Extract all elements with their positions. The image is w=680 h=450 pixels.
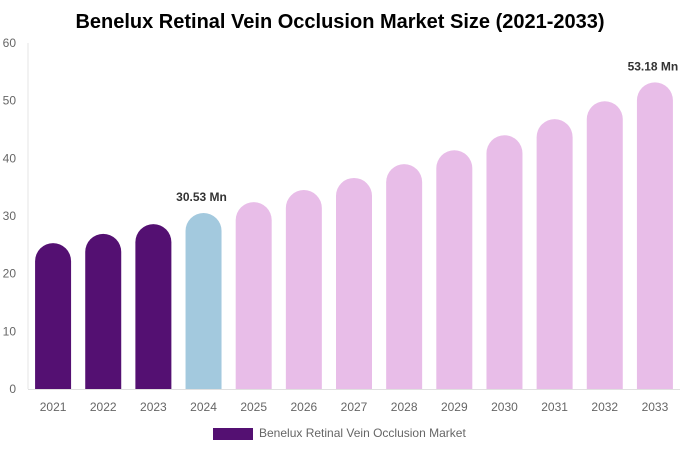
x-tick-label: 2027 — [341, 400, 368, 414]
x-tick-label: 2032 — [591, 400, 618, 414]
bar-2029[interactable] — [436, 150, 473, 389]
bar-2022[interactable] — [85, 233, 122, 389]
y-tick-label: 60 — [3, 36, 17, 50]
data-label: 30.53 Mn — [176, 190, 227, 204]
chart-title: Benelux Retinal Vein Occlusion Market Si… — [75, 11, 604, 33]
bar-2031[interactable] — [536, 119, 573, 389]
x-tick-label: 2031 — [541, 400, 568, 414]
y-tick-label: 10 — [3, 324, 17, 338]
bar-2024[interactable] — [185, 212, 222, 389]
bar-2026[interactable] — [285, 190, 322, 389]
y-tick-label: 50 — [3, 94, 17, 108]
y-tick-label: 0 — [9, 382, 16, 396]
x-tick-label: 2026 — [290, 400, 317, 414]
legend-label: Benelux Retinal Vein Occlusion Market — [259, 426, 466, 440]
x-tick-label: 2022 — [90, 400, 117, 414]
bar-2032[interactable] — [586, 101, 623, 389]
data-label: 53.18 Mn — [628, 59, 679, 73]
legend-swatch — [213, 428, 253, 440]
bar-2027[interactable] — [336, 177, 372, 389]
y-tick-label: 20 — [3, 267, 17, 281]
bar-2021[interactable] — [35, 243, 72, 389]
y-tick-label: 30 — [3, 209, 17, 223]
x-tick-label: 2033 — [642, 400, 669, 414]
x-tick-label: 2023 — [140, 400, 167, 414]
bar-2030[interactable] — [486, 135, 523, 389]
bar-2023[interactable] — [135, 224, 172, 389]
x-tick-label: 2030 — [491, 400, 518, 414]
legend[interactable]: Benelux Retinal Vein Occlusion Market — [213, 426, 466, 440]
bar-2028[interactable] — [386, 164, 423, 389]
y-tick-label: 40 — [3, 151, 17, 165]
x-tick-label: 2025 — [240, 400, 267, 414]
x-tick-label: 2029 — [441, 400, 468, 414]
bar-2033[interactable] — [636, 82, 673, 389]
x-tick-label: 2024 — [190, 400, 217, 414]
bar-2025[interactable] — [235, 202, 272, 389]
x-tick-label: 2028 — [391, 400, 418, 414]
x-tick-label: 2021 — [40, 400, 67, 414]
